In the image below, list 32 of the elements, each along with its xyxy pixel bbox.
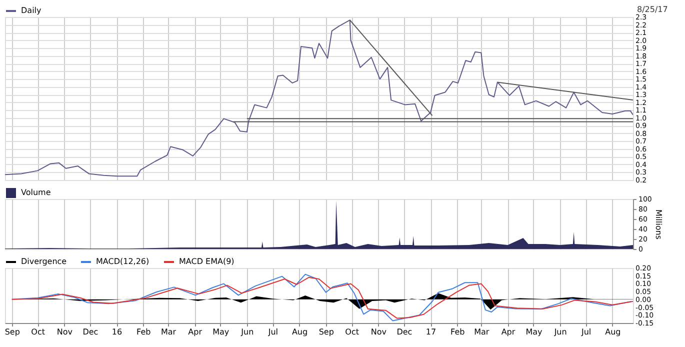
x-tick-label: Nov bbox=[370, 328, 387, 336]
x-tick-label: Sep bbox=[4, 328, 20, 336]
x-tick-label: Sep bbox=[318, 328, 334, 336]
x-tick-label: Dec bbox=[82, 328, 98, 336]
x-tick-label: May bbox=[212, 328, 230, 336]
line-series bbox=[5, 20, 633, 177]
x-tick-label: Oct bbox=[31, 328, 46, 336]
y-axis-title: Millions bbox=[654, 210, 663, 240]
x-tick-label: May bbox=[526, 328, 543, 336]
x-tick-label: Apr bbox=[188, 328, 203, 336]
x-tick-label: Mar bbox=[160, 328, 177, 336]
legend-label: Divergence bbox=[21, 257, 67, 266]
x-tick-label: Jul bbox=[267, 328, 278, 336]
legend-label: Daily bbox=[21, 6, 42, 15]
x-tick-label: 16 bbox=[112, 328, 122, 336]
x-tick-label: Oct bbox=[345, 328, 360, 336]
x-tick-label: Nov bbox=[56, 328, 73, 336]
x-tick-label: Aug bbox=[292, 328, 308, 336]
x-tick-label: Dec bbox=[396, 328, 412, 336]
legend-label: MACD(12,26) bbox=[96, 257, 150, 266]
x-tick-label: 17 bbox=[426, 328, 436, 336]
x-tick-label: Jun bbox=[240, 328, 254, 336]
x-tick-label: Aug bbox=[605, 328, 621, 336]
text: 8/25/17 bbox=[637, 5, 668, 14]
x-tick-label: Jun bbox=[553, 328, 567, 336]
x-tick-label: Jul bbox=[580, 328, 592, 336]
x-tick-label: Feb bbox=[450, 328, 465, 336]
x-tick-label: Mar bbox=[474, 328, 490, 336]
x-tick-label: Apr bbox=[501, 328, 516, 336]
legend-label: MACD EMA(9) bbox=[179, 257, 234, 266]
x-tick-label: Feb bbox=[136, 328, 151, 336]
legend-label: Volume bbox=[21, 188, 51, 197]
